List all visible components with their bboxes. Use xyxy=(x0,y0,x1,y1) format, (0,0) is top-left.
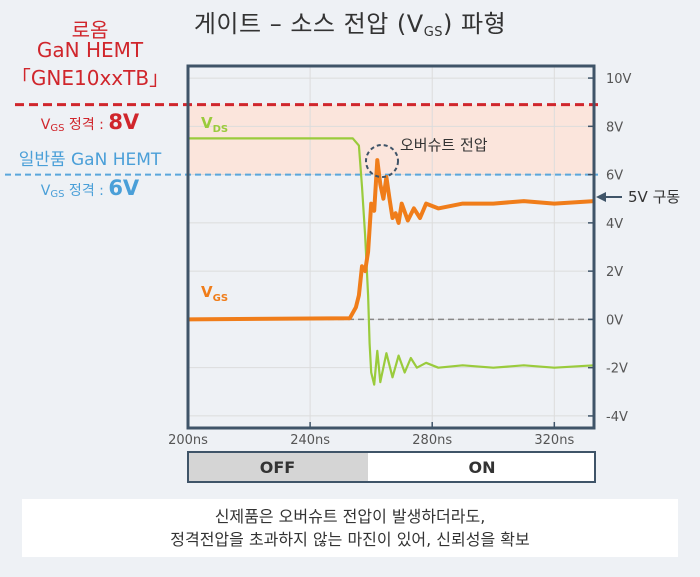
x-tick-label-1: 240ns xyxy=(290,433,330,448)
note-line-2: 정격전압을 초과하지 않는 마진이 있어, 신뢰성을 확보 xyxy=(170,530,530,549)
y-tick-label-3: 4V xyxy=(606,217,623,232)
overshoot-label: 오버슈트 전압 xyxy=(400,136,488,154)
generic-rating: VGS 정격 : 6V xyxy=(40,176,140,200)
state-on: ON xyxy=(368,451,596,483)
vds-series-label: VDS xyxy=(201,114,228,135)
vgs-series-label: VGS xyxy=(201,283,228,304)
rohm-rating: VGS 정격 : 8V xyxy=(40,110,140,134)
state-off: OFF xyxy=(187,451,368,483)
drive-arrow-head xyxy=(596,192,606,202)
rohm-part: 「GNE10xxTB」 xyxy=(10,66,170,90)
plot-frame xyxy=(186,64,596,430)
state-bar-frame xyxy=(187,451,596,483)
y-tick-label-5: 0V xyxy=(606,313,623,328)
overshoot-marker xyxy=(365,144,399,178)
x-tick-label-2: 280ns xyxy=(412,433,452,448)
y-tick-label-1: 8V xyxy=(606,120,623,135)
x-tick-label-0: 200ns xyxy=(168,433,208,448)
y-tick-label-7: -4V xyxy=(606,410,628,425)
y-tick-label-0: 10V xyxy=(606,72,632,87)
note-line-1: 신제품은 오버슈트 전압이 발생하더라도, xyxy=(214,507,486,526)
generic-label: 일반품 GaN HEMT xyxy=(18,150,162,170)
y-tick-label-2: 6V xyxy=(606,169,623,184)
x-tick-label-3: 320ns xyxy=(534,433,574,448)
rohm-brand: 로옴 xyxy=(71,18,109,42)
conclusion-note: 신제품은 오버슈트 전압이 발생하더라도, 정격전압을 초과하지 않는 마진이 … xyxy=(22,499,678,557)
margin-band xyxy=(188,104,594,175)
y-tick-label-6: -2V xyxy=(606,362,628,377)
series-vgs-line xyxy=(187,158,595,322)
series-vds-line xyxy=(188,137,595,386)
rohm-product: GaN HEMT xyxy=(36,38,144,62)
y-tick-label-4: 2V xyxy=(606,265,623,280)
drive-label: 5V 구동 xyxy=(628,188,680,206)
chart-title: 게이트 – 소스 전압 (VGS) 파형 xyxy=(193,10,507,40)
